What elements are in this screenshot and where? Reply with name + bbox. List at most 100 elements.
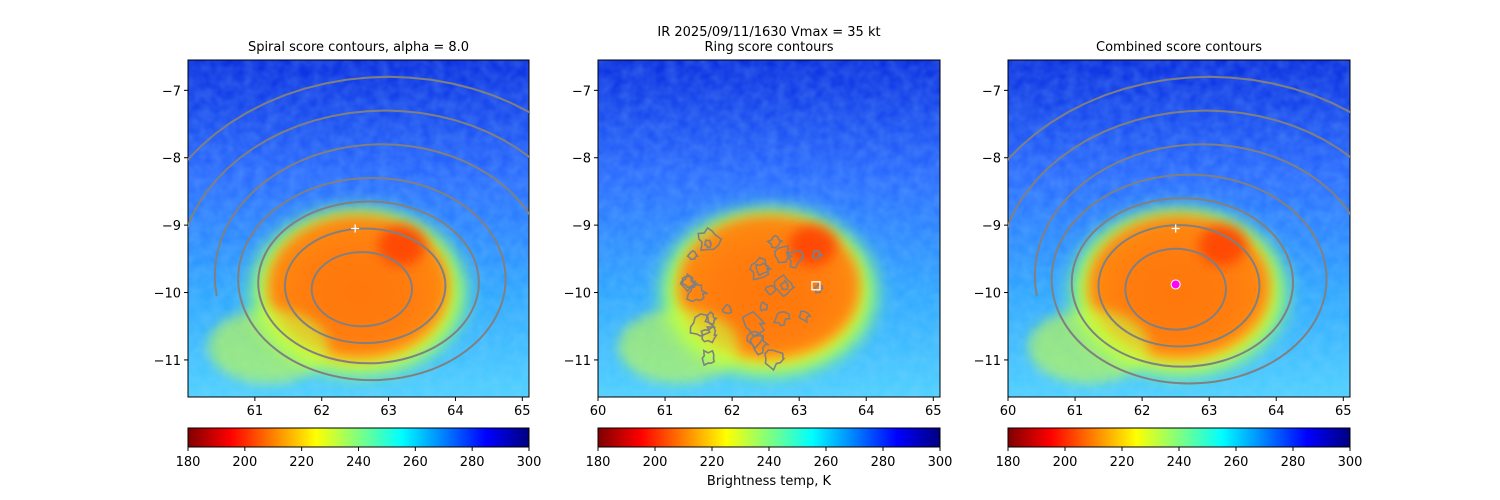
colorbar-tick-label: 180 <box>176 455 201 470</box>
contour-ring-4 <box>237 176 507 382</box>
storm-band <box>618 309 739 384</box>
y-tick-label: −8 <box>982 152 1001 167</box>
y-tick-label: −11 <box>154 354 181 369</box>
ring-contour-23 <box>773 245 793 264</box>
ring-contour-10 <box>798 310 812 324</box>
ring-contour-2 <box>785 249 805 269</box>
colorbar-tick-label: 220 <box>700 455 725 470</box>
contour-ring-3 <box>1070 197 1294 368</box>
colorbar-gradient <box>1007 427 1351 448</box>
colorbar-tick-label: 280 <box>460 455 485 470</box>
ring-contour-22 <box>697 226 723 252</box>
ring-contour-4 <box>773 273 797 298</box>
x-tick-label: 65 <box>925 404 942 419</box>
x-tick-label: 60 <box>590 404 607 419</box>
x-tick-label: 64 <box>1268 404 1285 419</box>
contour-ring-3 <box>257 200 480 365</box>
y-tick-label: −7 <box>572 84 591 99</box>
y-tick-label: −9 <box>982 219 1001 234</box>
contour-ring-1 <box>310 251 413 328</box>
colorbar-tick-label: 300 <box>517 455 542 470</box>
x-tick-label: 65 <box>1335 404 1352 419</box>
colorbar-tick-label: 300 <box>928 455 953 470</box>
y-tick-label: −7 <box>162 84 181 99</box>
ring-contour-12 <box>764 349 786 372</box>
x-tick-label: 65 <box>514 404 531 419</box>
ring-contour-19 <box>779 279 789 291</box>
spiral-arc-1 <box>1033 143 1350 297</box>
y-tick-label: −10 <box>974 287 1001 302</box>
contour-ring-4 <box>1050 173 1328 385</box>
colorbar-tick-label: 200 <box>643 455 668 470</box>
colorbar-tick-label: 280 <box>871 455 896 470</box>
ring-contour-24 <box>686 249 700 261</box>
x-tick-label: 62 <box>313 404 330 419</box>
ring-contour-18 <box>721 303 733 315</box>
axes-frame <box>187 59 530 398</box>
spiral-arc-2 <box>1008 109 1350 228</box>
ir-image <box>1008 60 1350 397</box>
ring-contour-28 <box>700 324 718 344</box>
colorbar: 180 200 220 240 260 280 300 <box>586 427 953 470</box>
colorbar-tick-label: 260 <box>1224 455 1249 470</box>
colorbar-tick-label: 240 <box>757 455 782 470</box>
ring-contour-1 <box>759 301 769 313</box>
ir-image <box>598 60 940 397</box>
x-tick-label: 63 <box>1201 404 1218 419</box>
x-tick-label: 63 <box>791 404 808 419</box>
storm-hotspot <box>789 225 837 266</box>
colorbar-tick-label: 200 <box>1053 455 1078 470</box>
colorbar: 180 200 220 240 260 280 300 <box>996 427 1362 470</box>
ring-contour-20 <box>681 275 697 289</box>
combined-center-circle-marker <box>1170 279 1181 290</box>
first-guess-plus-marker <box>1171 224 1180 233</box>
colorbar-tick-label: 260 <box>814 455 839 470</box>
x-tick-label: 63 <box>380 404 397 419</box>
colorbar-tick-label: 280 <box>1281 455 1306 470</box>
colorbar-tick-label: 260 <box>403 455 428 470</box>
ring-contour-27 <box>741 310 767 337</box>
contour-ring-2 <box>1097 224 1261 348</box>
contour-ring-2 <box>283 227 447 345</box>
ring-contour-13 <box>679 272 699 293</box>
panel-title: Combined score contours <box>1096 40 1262 55</box>
y-tick-label: −11 <box>564 354 591 369</box>
spiral-arc-1 <box>213 143 529 297</box>
storm-band <box>208 309 329 384</box>
colorbar-tick-label: 180 <box>996 455 1021 470</box>
panel-3: Combined score contours 60 61 62 63 64 65 −7 −8 −… <box>974 40 1363 470</box>
panel-title: Spiral score contours, alpha = 8.0 <box>248 40 469 55</box>
x-tick-label: 62 <box>724 404 741 419</box>
ring-contour-11 <box>764 285 777 296</box>
ring-contour-25 <box>749 256 774 281</box>
colorbar-tick-label: 220 <box>1110 455 1135 470</box>
spiral-arc-3 <box>188 75 529 161</box>
y-tick-label: −8 <box>162 152 181 167</box>
ring-contour-3 <box>701 349 715 367</box>
ring-contour-7 <box>749 334 771 356</box>
colorbar-tick-label: 240 <box>346 455 371 470</box>
x-tick-label: 61 <box>247 404 264 419</box>
x-tick-label: 61 <box>657 404 674 419</box>
colorbar-gradient <box>187 427 530 448</box>
y-tick-label: −9 <box>162 219 181 234</box>
y-tick-label: −10 <box>154 287 181 302</box>
spiral-contours <box>188 75 529 382</box>
storm-band <box>1028 309 1149 384</box>
colorbar-label: Brightness temp, K <box>707 474 832 489</box>
x-tick-label: 60 <box>1000 404 1017 419</box>
y-tick-label: −9 <box>572 219 591 234</box>
x-tick-label: 62 <box>1134 404 1151 419</box>
axes-frame <box>1007 59 1351 398</box>
ring-contour-6 <box>766 234 784 249</box>
ring-contour-8 <box>703 239 713 249</box>
panel-1: Spiral score contours, alpha = 8.0 61 62 63… <box>154 40 542 470</box>
y-tick-label: −8 <box>572 152 591 167</box>
ring-contour-16 <box>689 313 717 337</box>
first-guess-plus-marker <box>351 224 360 233</box>
spiral-contours <box>1008 75 1350 385</box>
ring-contour-17 <box>814 282 824 294</box>
colorbar-tick-label: 240 <box>1167 455 1192 470</box>
x-tick-label: 64 <box>858 404 875 419</box>
